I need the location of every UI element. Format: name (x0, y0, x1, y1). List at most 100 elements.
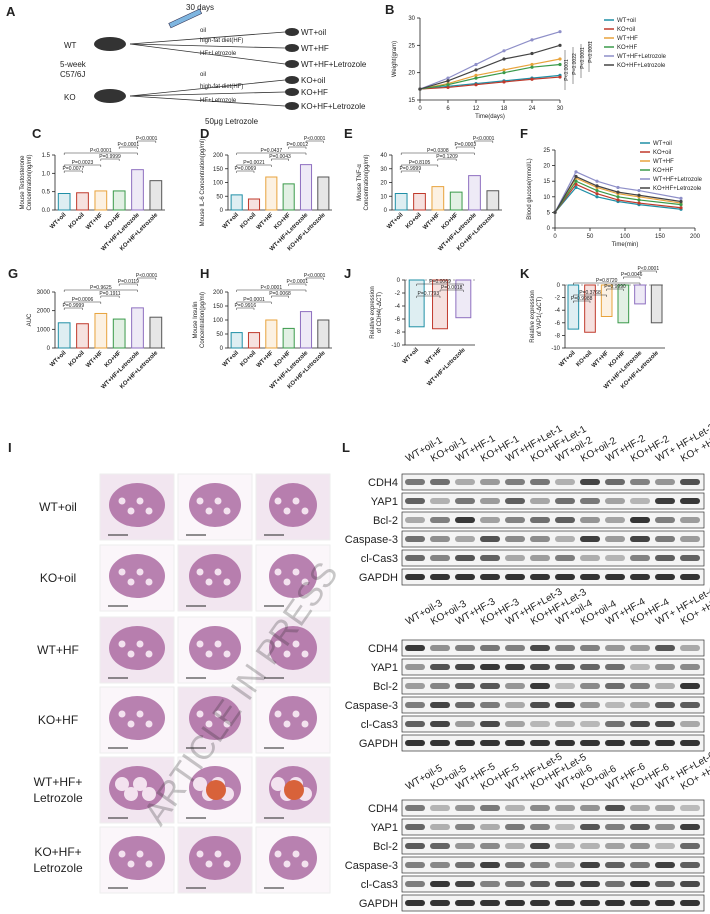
x-tick-label: WT+oil (222, 350, 241, 369)
band (555, 555, 575, 561)
band (530, 517, 550, 523)
point (530, 51, 534, 56)
band (580, 664, 600, 670)
follicle (196, 568, 204, 576)
p-value: P<0.0001 (304, 273, 326, 279)
point (574, 179, 578, 183)
band (605, 574, 625, 580)
row-label: WT+HF (37, 643, 79, 657)
cyst (284, 780, 304, 800)
x-tick-label: WT+oil (558, 350, 577, 369)
bracket (416, 283, 464, 286)
bracket (305, 277, 324, 280)
y-tick-label: 15 (408, 98, 415, 104)
y-axis-label: Blood glucose(mmol/L) (527, 158, 533, 219)
point (595, 188, 599, 193)
follicle (196, 850, 204, 858)
p-value: P=0.0021 (243, 160, 265, 166)
band (630, 740, 650, 746)
band (405, 517, 425, 523)
band (680, 645, 700, 651)
band (680, 862, 700, 868)
bar (567, 284, 580, 330)
p-value: P=0.7793 (418, 291, 440, 297)
x-tick-label: WT+HF (591, 350, 610, 369)
follicle (205, 650, 213, 658)
y-tick-label: 50 (216, 332, 223, 338)
panel-label: K (520, 266, 530, 281)
band (530, 664, 550, 670)
follicle (118, 497, 126, 505)
band (580, 574, 600, 580)
band (680, 824, 700, 830)
band (605, 721, 625, 727)
p-value: P=0.3768 (579, 290, 601, 296)
band (480, 740, 500, 746)
bar (486, 190, 500, 211)
band (655, 881, 675, 887)
y-tick-label: -2 (555, 296, 561, 302)
band (555, 683, 575, 689)
bracket (137, 277, 157, 280)
band (655, 702, 675, 708)
band (655, 645, 675, 651)
ovary (109, 836, 165, 880)
blot-strip (401, 856, 705, 874)
p-value: P<0.0001 (90, 148, 112, 154)
band (580, 721, 600, 727)
line (419, 31, 561, 90)
band (555, 574, 575, 580)
x-tick-label: KO+oil (239, 212, 257, 230)
syringe (168, 8, 203, 29)
band (555, 664, 575, 670)
bracket (288, 283, 307, 286)
y-tick-label: 1.0 (42, 171, 51, 177)
follicle (223, 720, 231, 728)
legend-label: WT+oil (653, 141, 672, 147)
follicle (205, 578, 213, 586)
point (637, 193, 641, 197)
band (605, 664, 625, 670)
y-axis-label: Mouse Insulin (193, 301, 199, 338)
p-value: P=0.0003 (455, 142, 477, 148)
x-tick-label: KO+oil (405, 212, 423, 230)
x-axis-label: Time(min) (612, 242, 639, 248)
panel-a: A 30 days WT KO 5-week C57/6J 50μg Letro… (6, 3, 299, 126)
bar (112, 318, 126, 349)
band (505, 479, 525, 485)
ovary (189, 554, 241, 598)
panel-label: G (8, 266, 18, 281)
p-value: P=0.9625 (90, 285, 112, 291)
x-axis-label: Time(days) (475, 114, 505, 120)
bracket (100, 295, 120, 298)
bar (282, 327, 295, 349)
p-value: P<0.0001 (588, 41, 594, 63)
band (455, 498, 475, 504)
chart: B 15 20 25 30 Weight(gram) 0 6 12 18 24 30 Time(days… (385, 2, 667, 120)
band (480, 479, 500, 485)
band (505, 683, 525, 689)
blot-strip (401, 875, 705, 893)
treatment: high-fat diet(HF) (200, 84, 243, 90)
band (480, 843, 500, 849)
row-label: KO+HF+ (34, 845, 81, 859)
follicle (283, 650, 291, 658)
band (480, 900, 500, 906)
band (480, 498, 500, 504)
band (430, 517, 450, 523)
y-tick-label: 25 (408, 43, 415, 49)
band (430, 536, 450, 542)
mouse (94, 37, 126, 51)
y-tick-label: 0.5 (42, 190, 51, 196)
legend-label: KO+HF (653, 168, 674, 174)
bar (230, 194, 243, 211)
chart: K -10 -8 -6 -4 -2 0 Relative expression of YAP1(… (520, 266, 665, 390)
band (580, 900, 600, 906)
band (555, 843, 575, 849)
row-label: KO+HF (38, 713, 78, 727)
strain: C57/6J (60, 70, 85, 79)
p-value: P=0.0437 (261, 148, 283, 154)
mice-out (285, 28, 299, 110)
line (419, 74, 561, 90)
bar (317, 176, 330, 211)
